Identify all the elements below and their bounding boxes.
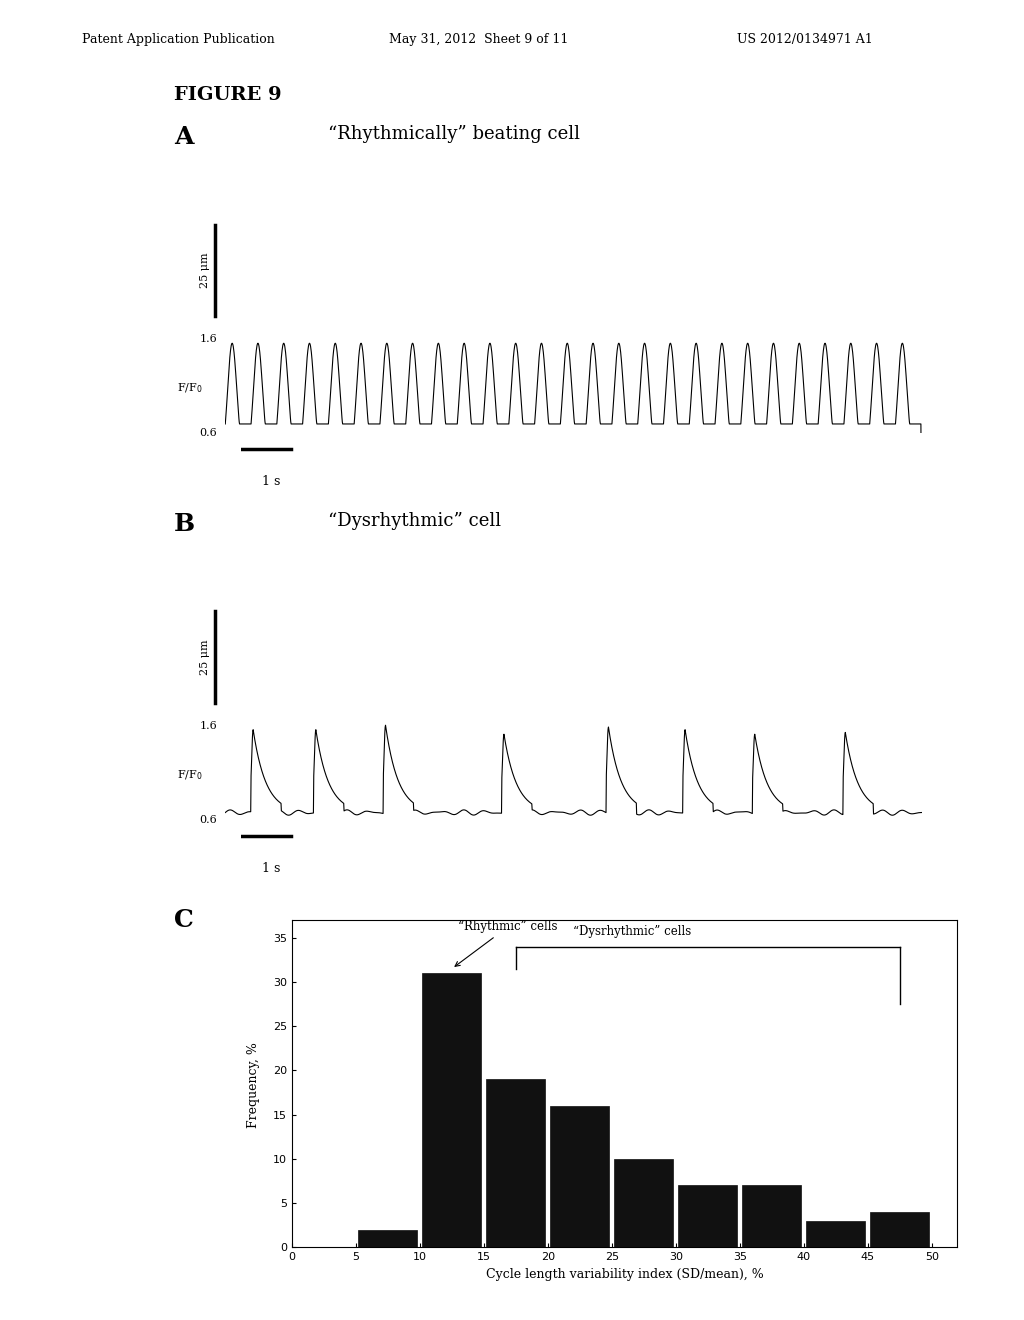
Text: 1.6: 1.6 xyxy=(200,334,217,345)
Bar xyxy=(671,172,683,323)
Bar xyxy=(486,1080,545,1247)
Text: F/F$_0$: F/F$_0$ xyxy=(177,768,203,781)
Bar xyxy=(413,172,425,323)
Bar xyxy=(877,172,889,323)
Bar xyxy=(472,558,536,710)
Bar xyxy=(742,1185,802,1247)
Bar xyxy=(722,172,734,323)
Text: 0.6: 0.6 xyxy=(200,814,217,825)
Bar xyxy=(644,172,657,323)
Bar xyxy=(567,172,580,323)
Bar xyxy=(335,172,347,323)
X-axis label: Cycle length variability index (SD/mean), %: Cycle length variability index (SD/mean)… xyxy=(485,1267,764,1280)
Text: C: C xyxy=(174,908,194,932)
Text: “Rhythmic” cells: “Rhythmic” cells xyxy=(455,920,558,966)
Bar xyxy=(902,172,915,323)
Bar xyxy=(679,1185,737,1247)
Text: 1.6: 1.6 xyxy=(200,721,217,731)
Bar xyxy=(232,558,274,710)
Text: FIGURE 9: FIGURE 9 xyxy=(174,86,282,104)
Text: 25 μm: 25 μm xyxy=(200,252,210,288)
Text: F/F$_0$: F/F$_0$ xyxy=(177,381,203,395)
Bar xyxy=(730,558,779,710)
Bar xyxy=(516,172,528,323)
Bar xyxy=(360,172,374,323)
Text: 1 s: 1 s xyxy=(262,475,281,488)
Bar xyxy=(593,172,605,323)
Bar xyxy=(870,1212,930,1247)
Text: Frequency, %: Frequency, % xyxy=(248,1041,260,1129)
Bar xyxy=(807,1221,865,1247)
Bar xyxy=(422,973,481,1247)
Bar xyxy=(748,172,760,323)
Bar xyxy=(489,172,503,323)
Bar xyxy=(618,172,631,323)
Text: May 31, 2012  Sheet 9 of 11: May 31, 2012 Sheet 9 of 11 xyxy=(389,33,568,46)
Bar xyxy=(825,172,838,323)
Bar xyxy=(387,172,399,323)
Bar xyxy=(820,558,869,710)
Text: A: A xyxy=(174,125,194,149)
Text: B: B xyxy=(174,512,196,536)
Bar xyxy=(358,1230,418,1247)
Bar xyxy=(258,172,270,323)
Text: “Rhythmically” beating cell: “Rhythmically” beating cell xyxy=(328,125,580,144)
Bar xyxy=(800,172,812,323)
Bar xyxy=(614,1159,674,1247)
Bar xyxy=(284,172,296,323)
Text: 25 μm: 25 μm xyxy=(200,639,210,675)
Bar xyxy=(295,558,337,710)
Text: 1 s: 1 s xyxy=(262,862,281,875)
Bar xyxy=(464,172,476,323)
Bar xyxy=(361,558,410,710)
Text: “Dysrhythmic” cells: “Dysrhythmic” cells xyxy=(573,925,691,937)
Bar xyxy=(584,558,633,710)
Bar xyxy=(438,172,451,323)
Bar xyxy=(551,1106,609,1247)
Bar xyxy=(664,558,706,710)
Text: Patent Application Publication: Patent Application Publication xyxy=(82,33,274,46)
Text: 0.6: 0.6 xyxy=(200,428,217,438)
Bar xyxy=(231,172,245,323)
Bar xyxy=(696,172,709,323)
Text: “Dysrhythmic” cell: “Dysrhythmic” cell xyxy=(328,512,501,531)
Text: US 2012/0134971 A1: US 2012/0134971 A1 xyxy=(737,33,873,46)
Bar xyxy=(542,172,554,323)
Bar xyxy=(773,172,786,323)
Bar xyxy=(309,172,322,323)
Bar xyxy=(851,172,863,323)
